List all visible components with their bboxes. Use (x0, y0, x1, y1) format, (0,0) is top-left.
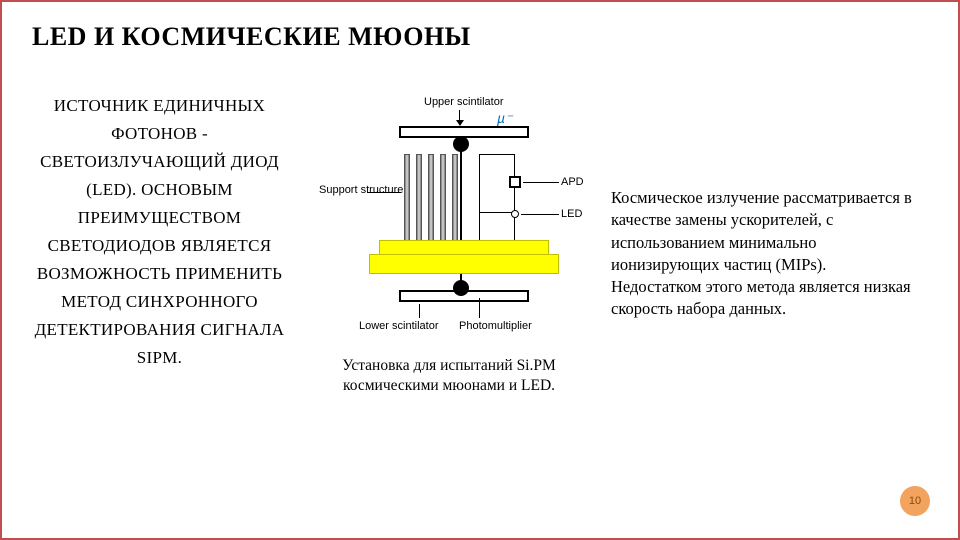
label-upper-scintillator: Upper scintilator (424, 96, 503, 108)
pointer-apd (523, 182, 559, 183)
label-apd: APD (561, 176, 584, 188)
led-dot-icon (511, 210, 519, 218)
label-photomultiplier: Photomultiplier (459, 320, 532, 332)
slide-title: LED И КОСМИЧЕСКИЕ МЮОНЫ (32, 22, 928, 52)
lower-pmt-icon (453, 280, 469, 296)
content-columns: ИСТОЧНИК ЕДИНИЧНЫХ ФОТОНОВ - СВЕТОИЗЛУЧА… (32, 92, 928, 396)
label-lower-scintillator: Lower scintilator (359, 320, 438, 332)
label-led: LED (561, 208, 582, 220)
apd-box-icon (509, 176, 521, 188)
support-bar-1 (404, 154, 410, 244)
support-bar-3 (428, 154, 434, 244)
frame-right-1 (479, 154, 480, 244)
diagram-caption: Установка для испытаний Si.PM космически… (299, 356, 599, 396)
frame-mid (479, 212, 515, 213)
support-bar-4 (440, 154, 446, 244)
pointer-lower-scint (419, 304, 420, 318)
highlight-strip-2 (369, 254, 559, 274)
apparatus-diagram: Upper scintilator µ⁻ (309, 92, 589, 342)
pointer-support (367, 192, 401, 193)
muon-symbol: µ⁻ (497, 110, 512, 127)
left-column-text: ИСТОЧНИК ЕДИНИЧНЫХ ФОТОНОВ - СВЕТОИЗЛУЧА… (32, 92, 287, 372)
label-support: Support structure (319, 184, 403, 196)
pointer-led (521, 214, 559, 215)
right-column-text: Космическое излучение рассматривается в … (611, 92, 921, 321)
slide-page: LED И КОСМИЧЕСКИЕ МЮОНЫ ИСТОЧНИК ЕДИНИЧН… (0, 0, 960, 540)
frame-top (479, 154, 515, 155)
frame-right-2 (514, 154, 515, 244)
middle-column: Upper scintilator µ⁻ (299, 92, 599, 396)
page-number-badge: 10 (900, 486, 930, 516)
support-bar-5 (452, 154, 458, 244)
pointer-pmt (479, 298, 480, 318)
support-bar-2 (416, 154, 422, 244)
